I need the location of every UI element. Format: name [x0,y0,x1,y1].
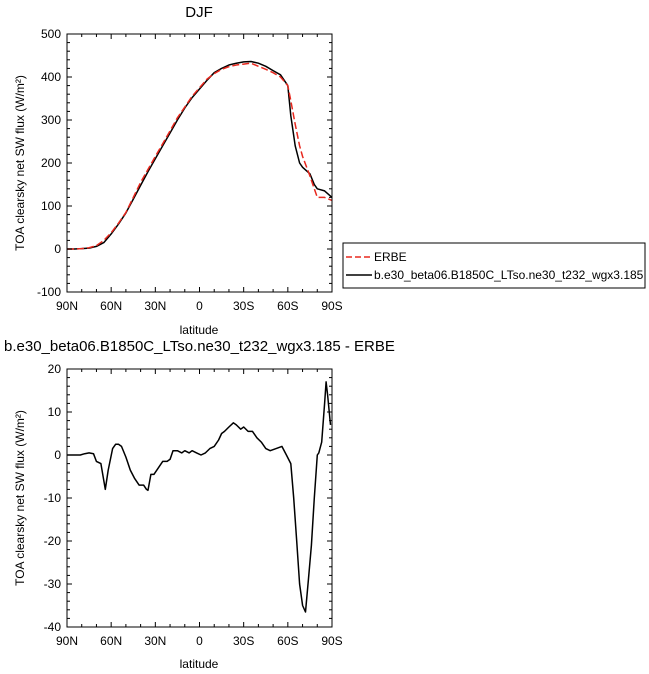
legend-model-label: b.e30_beta06.B1850C_LTso.ne30_t232_wgx3.… [374,268,644,282]
top-xtick-label: 60N [100,299,122,313]
bottom-ytick-label: -10 [44,491,62,505]
top-series-line-1 [67,60,333,250]
bottom-ytick-label: -40 [44,620,62,634]
top-ytick-label: 100 [41,199,61,213]
bottom-xtick-label: 0 [196,634,203,648]
bottom-series-line-0 [67,381,332,613]
top-panel-series [67,60,333,250]
bottom-xtick-label: 30S [233,634,254,648]
bottom-xtick-label: 30N [144,634,166,648]
bottom-ytick-label: 0 [54,448,61,462]
top-panel-frame [66,33,333,293]
bottom-xtick-label: 60S [277,634,298,648]
top-xtick-label: 60S [277,299,298,313]
bottom-ytick-label: -30 [44,577,62,591]
bottom-panel: b.e30_beta06.B1850C_LTso.ne30_t232_wgx3.… [4,338,395,671]
bottom-ytick-label: 10 [48,405,62,419]
top-ytick-label: 400 [41,70,61,84]
bottom-xtick-label: 90N [56,634,78,648]
legend-box [342,242,646,289]
bottom-panel-ylabel: TOA clearsky net SW flux (W/m²) [13,410,27,586]
top-xtick-label: 0 [196,299,203,313]
top-ytick-label: 200 [41,156,61,170]
top-ytick-label: 500 [41,27,61,41]
top-xtick-label: 30S [233,299,254,313]
top-panel-title: DJF [185,4,213,21]
bottom-panel-frame [66,368,333,628]
bottom-xtick-label: 90S [321,634,342,648]
bottom-xtick-label: 60N [100,634,122,648]
top-ytick-label: 0 [54,242,61,256]
bottom-ytick-label: 20 [48,362,62,376]
top-xtick-label: 90N [56,299,78,313]
top-xtick-label: 90S [321,299,342,313]
top-panel-ticks: -100 0 100 200 300 400 500 90N 60N 30N 0 30S 60S 90S [37,27,343,313]
bottom-panel-series [67,381,332,613]
top-xtick-label: 30N [144,299,166,313]
top-panel-ylabel: TOA clearsky net SW flux (W/m²) [13,75,27,251]
top-ytick-label: -100 [37,285,61,299]
top-panel-xlabel: latitude [180,323,219,337]
legend-erbe-label: ERBE [374,250,407,264]
legend: ERBE b.e30_beta06.B1850C_LTso.ne30_t232_… [342,242,646,289]
top-series-line-0 [67,62,333,250]
bottom-panel-title: b.e30_beta06.B1850C_LTso.ne30_t232_wgx3.… [4,338,395,355]
bottom-ytick-label: -20 [44,534,62,548]
top-ytick-label: 300 [41,113,61,127]
top-panel: DJF -100 0 100 200 300 400 500 90N 60N 30N 0 30S 60S… [13,4,343,337]
bottom-panel-xlabel: latitude [180,657,219,671]
bottom-panel-ticks: -40 -30 -20 -10 0 10 20 90N 60N 30N 0 30S 60S 90S [44,362,343,648]
